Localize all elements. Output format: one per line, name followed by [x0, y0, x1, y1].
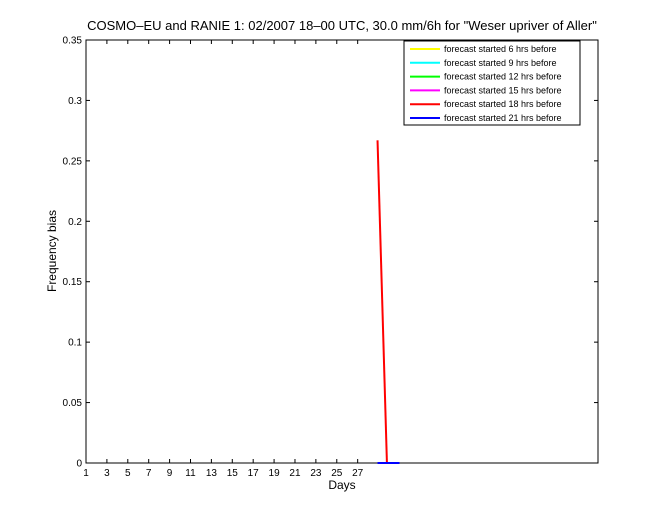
y-tick-label: 0.35	[63, 36, 83, 47]
legend-entry: forecast started 18 hrs before	[444, 99, 562, 109]
x-tick-label: 3	[104, 468, 110, 479]
series-lines	[376, 140, 400, 464]
x-tick-label: 23	[310, 468, 322, 479]
x-axis: 1 3 5 7 9 11 13 15 17 19 21 23 25 27	[83, 40, 364, 479]
legend-entry: forecast started 6 hrs before	[444, 44, 557, 54]
chart-title: COSMO–EU and RANIE 1: 02/2007 18–00 UTC,…	[87, 18, 597, 33]
y-tick-label: 0.25	[63, 156, 83, 167]
legend-entry: forecast started 9 hrs before	[444, 58, 557, 68]
y-tick-label: 0.3	[68, 96, 82, 107]
x-tick-label: 5	[125, 468, 131, 479]
legend-entry: forecast started 12 hrs before	[444, 72, 562, 82]
y-tick-label: 0.05	[63, 398, 83, 409]
x-tick-label: 9	[167, 468, 173, 479]
x-axis-title: Days	[328, 478, 355, 492]
x-tick-label: 17	[248, 468, 260, 479]
x-tick-label: 19	[269, 468, 281, 479]
y-tick-label: 0.2	[68, 217, 82, 228]
x-tick-label: 1	[83, 468, 89, 479]
x-tick-label: 7	[146, 468, 152, 479]
y-tick-label: 0.15	[63, 277, 83, 288]
x-tick-label: 21	[289, 468, 301, 479]
y-tick-label: 0.1	[68, 338, 82, 349]
x-tick-label: 25	[331, 468, 343, 479]
legend-box	[403, 40, 581, 126]
legend-entry: forecast started 15 hrs before	[444, 85, 562, 95]
series-line-4	[376, 140, 388, 464]
legend: forecast started 6 hrs before forecast st…	[403, 40, 581, 126]
legend-entry: forecast started 21 hrs before	[444, 113, 562, 123]
x-tick-label: 11	[185, 468, 196, 479]
y-axis: 0 0.05 0.1 0.15 0.2 0.25 0.3 0.35	[63, 36, 598, 470]
y-tick-label: 0	[76, 459, 82, 470]
x-tick-label: 27	[352, 468, 364, 479]
x-tick-label: 13	[206, 468, 218, 479]
x-tick-label: 15	[227, 468, 239, 479]
y-axis-title: Frequency bias	[45, 210, 59, 292]
